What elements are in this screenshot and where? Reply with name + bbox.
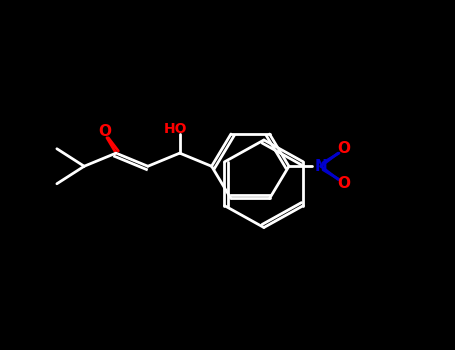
Text: O: O <box>337 176 350 191</box>
Text: O: O <box>337 141 350 156</box>
Text: N: N <box>314 159 327 174</box>
Text: HO: HO <box>163 122 187 136</box>
Text: O: O <box>98 124 111 139</box>
